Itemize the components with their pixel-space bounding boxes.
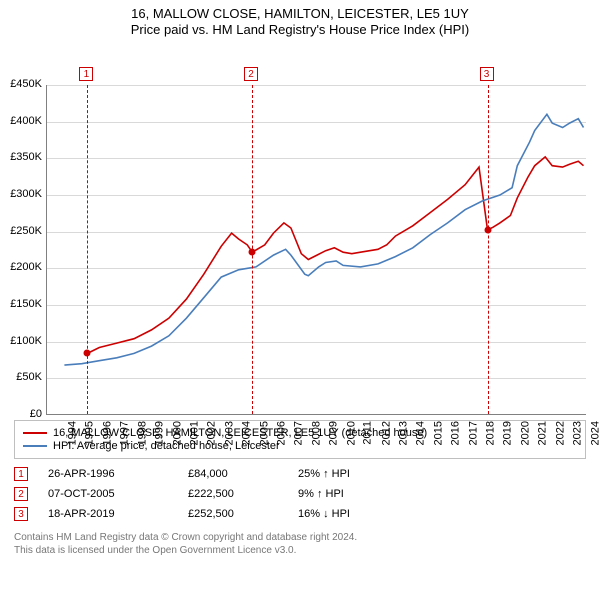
plot-region [46, 85, 586, 415]
marker-dot [484, 226, 491, 233]
y-tick-label: £350K [2, 151, 42, 163]
event-date: 07-OCT-2005 [48, 488, 188, 500]
event-number: 1 [14, 467, 28, 481]
series-svg [47, 85, 587, 415]
y-tick-label: £250K [2, 225, 42, 237]
event-date: 18-APR-2019 [48, 508, 188, 520]
y-tick-label: £0 [2, 408, 42, 420]
title-subtitle: Price paid vs. HM Land Registry's House … [0, 22, 600, 37]
y-tick-label: £400K [2, 115, 42, 127]
footer-line2: This data is licensed under the Open Gov… [14, 544, 586, 557]
marker-number: 3 [480, 67, 494, 81]
legend-label: HPI: Average price, detached house, Leic… [53, 440, 280, 452]
y-tick-label: £100K [2, 335, 42, 347]
event-price: £252,500 [188, 508, 298, 520]
event-delta: 9% ↑ HPI [298, 488, 408, 500]
event-row: 1 26-APR-1996£84,00025% ↑ HPI [14, 467, 586, 481]
event-row: 2 07-OCT-2005£222,5009% ↑ HPI [14, 487, 586, 501]
marker-line [87, 85, 88, 414]
chart-area: £0 £50K £100K £150K £200K £250K £300K £350K £400… [0, 37, 600, 457]
title-address: 16, MALLOW CLOSE, HAMILTON, LEICESTER, L… [0, 6, 600, 21]
event-number: 2 [14, 487, 28, 501]
legend-item: 16, MALLOW CLOSE, HAMILTON, LEICESTER, L… [23, 427, 577, 439]
footer-attribution: Contains HM Land Registry data © Crown c… [14, 531, 586, 557]
legend-item: HPI: Average price, detached house, Leic… [23, 440, 577, 452]
y-tick-label: £200K [2, 261, 42, 273]
series-line [87, 157, 583, 354]
marker-dot [249, 248, 256, 255]
marker-dot [84, 350, 91, 357]
legend-label: 16, MALLOW CLOSE, HAMILTON, LEICESTER, L… [53, 427, 427, 439]
events-table: 1 26-APR-1996£84,00025% ↑ HPI 2 07-OCT-2005… [14, 467, 586, 521]
event-delta: 16% ↓ HPI [298, 508, 408, 520]
chart-titles: 16, MALLOW CLOSE, HAMILTON, LEICESTER, L… [0, 0, 600, 37]
legend-swatch [23, 445, 47, 447]
footer-line1: Contains HM Land Registry data © Crown c… [14, 531, 586, 544]
event-row: 3 18-APR-2019£252,50016% ↓ HPI [14, 507, 586, 521]
event-delta: 25% ↑ HPI [298, 468, 408, 480]
event-price: £222,500 [188, 488, 298, 500]
marker-number: 2 [244, 67, 258, 81]
y-tick-label: £50K [2, 371, 42, 383]
series-line [64, 114, 583, 365]
y-tick-label: £300K [2, 188, 42, 200]
legend-swatch [23, 432, 47, 434]
marker-number: 1 [79, 67, 93, 81]
y-tick-label: £450K [2, 78, 42, 90]
legend-box: 16, MALLOW CLOSE, HAMILTON, LEICESTER, L… [14, 420, 586, 459]
event-price: £84,000 [188, 468, 298, 480]
y-tick-label: £150K [2, 298, 42, 310]
marker-line [488, 85, 489, 414]
event-number: 3 [14, 507, 28, 521]
event-date: 26-APR-1996 [48, 468, 188, 480]
